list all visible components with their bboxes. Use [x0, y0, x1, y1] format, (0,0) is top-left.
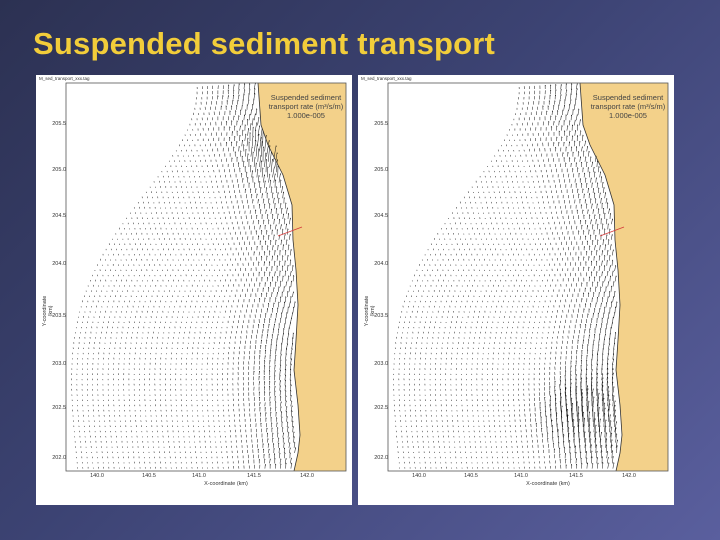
y-tick-label: 203.5: [52, 313, 66, 319]
sediment-map-panel-right: M_sed_transport_xxx.tag Suspended sedime…: [358, 75, 674, 505]
plot-frame: [387, 82, 669, 472]
legend-line-3: 1.000e-005: [287, 111, 325, 120]
y-tick-label: 202.5: [52, 405, 66, 411]
sediment-map-panel-left: M_sed_transport_xxx.tag Suspended sedime…: [36, 75, 352, 505]
vector-field: [71, 82, 297, 469]
y-tick-label: 203.5: [374, 313, 388, 319]
coastline: [579, 82, 623, 472]
transport-vectors: [393, 83, 618, 469]
y-tick-label: 205.0: [374, 167, 388, 173]
y-tick-label: 203.0: [374, 361, 388, 367]
legend-line-3: 1.000e-005: [609, 111, 647, 120]
legend-line-2: transport rate (m³/s/m): [590, 102, 666, 111]
y-tick-label: 204.5: [374, 213, 388, 219]
transect-line: [599, 226, 625, 237]
y-axis-label: Y-coordinate (km): [42, 295, 54, 327]
y-tick-label: 205.0: [52, 167, 66, 173]
x-tick-label: 141.0: [514, 473, 528, 479]
x-axis-label: X-coordinate (km): [204, 481, 248, 487]
vector-field: [393, 83, 618, 469]
y-tick-label: 202.0: [374, 455, 388, 461]
coastline: [257, 82, 301, 472]
y-tick-label: 202.5: [374, 405, 388, 411]
x-tick-label: 142.0: [622, 473, 636, 479]
y-tick-label: 205.5: [52, 121, 66, 127]
y-tick-label: 204.5: [52, 213, 66, 219]
legend-line-2: transport rate (m³/s/m): [268, 102, 344, 111]
slide-title: Suspended sediment transport: [33, 26, 496, 61]
legend-line-1: Suspended sediment: [592, 93, 664, 102]
x-axis-label: X-coordinate (km): [526, 481, 570, 487]
transport-vectors: [71, 82, 297, 469]
x-tick-label: 140.0: [412, 473, 426, 479]
file-name: M_sed_transport_xxx.tag: [39, 76, 90, 81]
y-axis-label: Y-coordinate (km): [364, 295, 376, 327]
land-area: [258, 83, 346, 471]
file-name: M_sed_transport_xxx.tag: [361, 76, 412, 81]
legend: Suspended sediment transport rate (m³/s/…: [264, 93, 348, 120]
map-plot-left: [65, 82, 347, 472]
y-tick-label: 202.0: [52, 455, 66, 461]
y-tick-label: 205.5: [374, 121, 388, 127]
y-tick-label: 204.0: [374, 261, 388, 267]
legend: Suspended sediment transport rate (m³/s/…: [586, 93, 670, 120]
x-tick-label: 140.5: [142, 473, 156, 479]
legend-line-1: Suspended sediment: [270, 93, 342, 102]
x-tick-label: 142.0: [300, 473, 314, 479]
x-tick-label: 141.0: [192, 473, 206, 479]
transect-line: [277, 226, 303, 237]
y-tick-label: 204.0: [52, 261, 66, 267]
x-tick-label: 141.5: [247, 473, 261, 479]
x-tick-label: 141.5: [569, 473, 583, 479]
y-tick-label: 203.0: [52, 361, 66, 367]
x-tick-label: 140.5: [464, 473, 478, 479]
land-area: [580, 83, 668, 471]
x-tick-label: 140.0: [90, 473, 104, 479]
plot-frame: [65, 82, 347, 472]
map-plot-right: [387, 82, 669, 472]
